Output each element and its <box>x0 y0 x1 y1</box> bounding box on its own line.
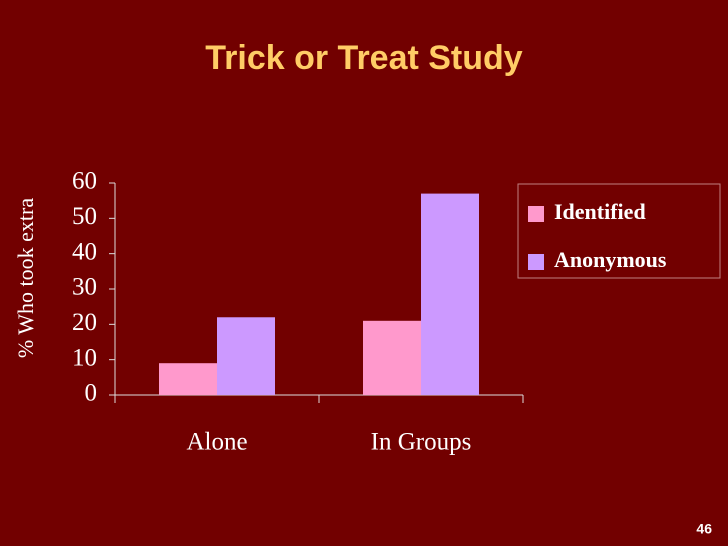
bar <box>363 320 421 395</box>
bar <box>421 193 479 395</box>
y-axis-label: % Who took extra <box>13 198 38 359</box>
legend-swatch <box>528 254 544 270</box>
legend-label: Anonymous <box>554 247 667 272</box>
y-tick-label: 0 <box>85 380 98 407</box>
y-tick-label: 10 <box>72 344 97 371</box>
x-tick-label: In Groups <box>371 429 472 456</box>
y-tick-label: 40 <box>72 238 97 265</box>
bar <box>217 317 275 395</box>
legend-swatch <box>528 206 544 222</box>
y-tick-label: 60 <box>72 168 97 195</box>
legend-label: Identified <box>554 199 646 224</box>
y-tick-label: 20 <box>72 309 97 336</box>
legend-box <box>517 183 721 279</box>
y-tick-label: 30 <box>72 274 97 301</box>
slide-number: 46 <box>696 521 712 537</box>
y-tick-label: 50 <box>72 203 97 230</box>
bar <box>159 363 217 395</box>
chart-title: Trick or Treat Study <box>205 39 523 77</box>
x-tick-label: Alone <box>186 429 247 456</box>
